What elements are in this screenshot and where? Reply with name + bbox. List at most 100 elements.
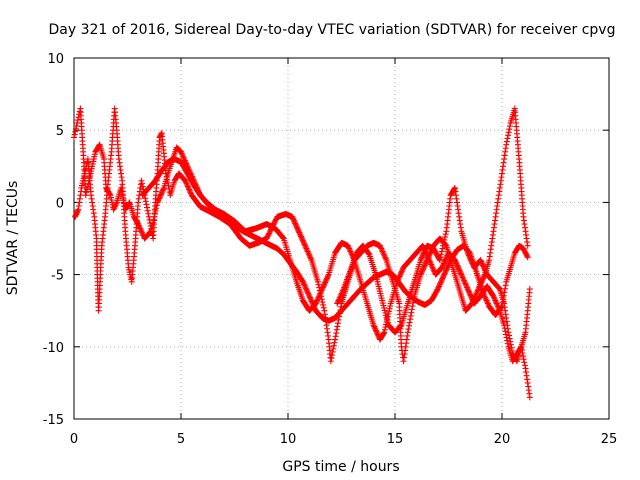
data-point: [325, 272, 332, 279]
data-point: [298, 233, 305, 240]
data-point: [397, 270, 404, 277]
data-point: [481, 291, 488, 298]
data-point: [484, 299, 491, 306]
data-point: [334, 320, 341, 327]
data-point: [382, 255, 389, 262]
data-point: [381, 326, 388, 333]
data-point: [138, 177, 145, 184]
data-point: [471, 294, 478, 301]
data-point: [306, 252, 313, 259]
data-point: [429, 264, 436, 271]
data-point: [493, 299, 500, 306]
data-point: [378, 245, 385, 252]
data-point: [374, 330, 381, 337]
data-point: [438, 276, 445, 283]
data-point: [440, 260, 447, 267]
data-point: [425, 254, 432, 261]
data-point: [441, 270, 448, 277]
data-point: [309, 299, 316, 306]
data-point: [470, 296, 477, 303]
data-point: [371, 323, 378, 330]
data-point: [456, 266, 463, 273]
data-point: [74, 117, 81, 124]
data-point: [179, 151, 186, 158]
data-point: [293, 223, 300, 230]
data-point: [472, 291, 479, 298]
data-point: [296, 230, 303, 237]
data-point: [137, 226, 144, 233]
data-point: [446, 259, 453, 266]
data-point: [299, 236, 306, 243]
data-point: [163, 170, 170, 177]
data-point: [469, 260, 476, 267]
data-point: [502, 282, 509, 289]
data-point: [442, 268, 449, 275]
data-point: [442, 267, 449, 274]
data-point: [404, 329, 411, 336]
data-point: [184, 183, 191, 190]
data-point: [458, 271, 465, 278]
data-point: [306, 294, 313, 301]
data-point: [461, 278, 468, 285]
data-point: [398, 269, 405, 276]
data-point: [304, 288, 311, 295]
data-point: [299, 278, 306, 285]
data-point: [480, 290, 487, 297]
data-point: [144, 207, 151, 214]
data-point: [155, 196, 162, 203]
data-point: [425, 253, 432, 260]
data-point: [165, 182, 172, 189]
data-point: [315, 294, 322, 301]
data-point: [290, 216, 297, 223]
data-point: [305, 249, 312, 256]
data-point: [145, 210, 152, 217]
data-point: [406, 322, 413, 329]
data-point: [315, 281, 322, 288]
data-point: [139, 180, 146, 187]
data-point: [336, 296, 343, 303]
data-point: [469, 300, 476, 307]
data-point: [407, 312, 414, 319]
data-point: [72, 125, 79, 132]
x-tick-label: 15: [387, 432, 404, 447]
data-point: [506, 332, 513, 339]
data-point: [465, 252, 472, 259]
chart-title: Day 321 of 2016, Sidereal Day-to-day VTE…: [49, 22, 616, 38]
data-point: [453, 259, 460, 266]
data-point: [386, 305, 393, 312]
data-point: [329, 348, 336, 355]
data-points: [71, 105, 533, 401]
data-point: [179, 153, 186, 160]
data-point: [467, 292, 474, 299]
data-point: [320, 282, 327, 289]
data-point: [365, 250, 372, 257]
data-point: [424, 257, 431, 264]
data-point: [405, 326, 412, 333]
data-point: [464, 249, 471, 256]
data-point: [300, 240, 307, 247]
data-point: [322, 278, 329, 285]
data-point: [318, 296, 325, 303]
data-point: [464, 286, 471, 293]
data-point: [445, 262, 452, 269]
data-point: [137, 225, 144, 232]
data-point: [348, 249, 355, 256]
data-point: [380, 330, 387, 337]
data-point: [347, 248, 354, 255]
data-point: [339, 288, 346, 295]
data-point: [181, 156, 188, 163]
data-point: [370, 322, 377, 329]
data-point: [474, 288, 481, 295]
data-point: [505, 132, 512, 139]
data-point: [465, 288, 472, 295]
data-point: [322, 279, 329, 286]
data-point: [409, 303, 416, 310]
data-point: [346, 245, 353, 252]
data-point: [438, 251, 445, 258]
data-point: [417, 271, 424, 278]
data-point: [183, 180, 190, 187]
data-point: [439, 263, 446, 270]
data-point: [521, 359, 528, 366]
data-point: [311, 303, 318, 310]
data-point: [469, 299, 476, 306]
